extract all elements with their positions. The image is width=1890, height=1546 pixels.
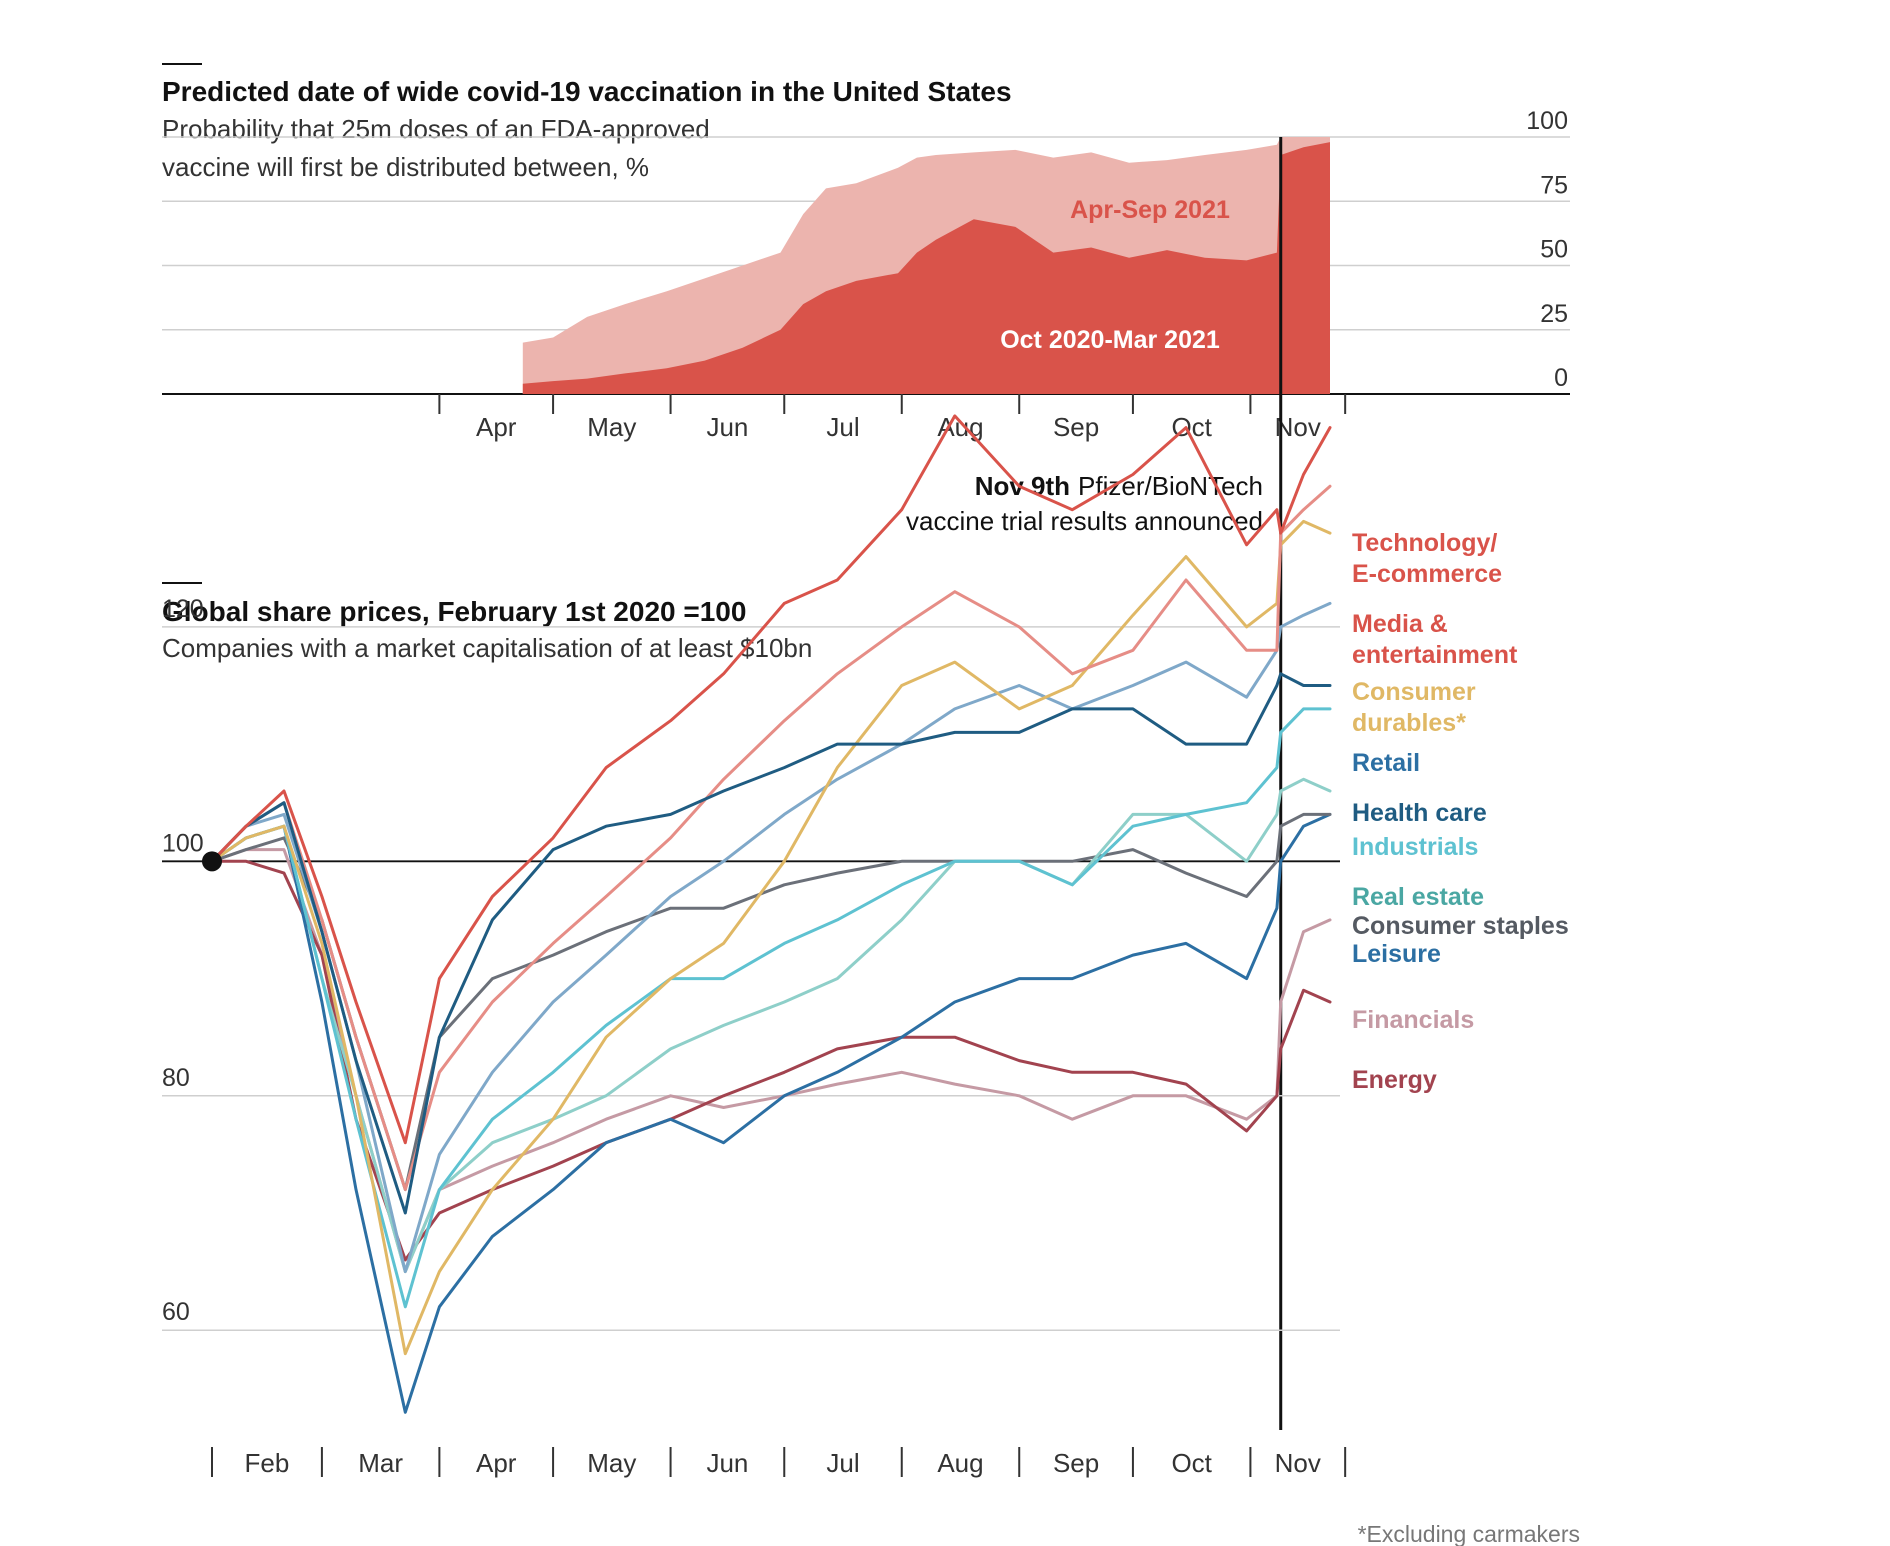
bottom-y-tick-label: 120 bbox=[162, 595, 204, 623]
bottom-month-label: Jul bbox=[826, 1448, 859, 1478]
legend-label: Consumer bbox=[1352, 678, 1476, 706]
legend-label: Leisure bbox=[1352, 940, 1441, 968]
bottom-y-tick-label: 80 bbox=[162, 1064, 190, 1092]
bottom-gridlines bbox=[162, 626, 1340, 1331]
annotation-line-1: Nov 9th Pfizer/BioNTech bbox=[975, 471, 1263, 501]
area-oct-2020-mar-2021 bbox=[522, 142, 1330, 394]
series-line-retail bbox=[210, 601, 1332, 1274]
series-line-media-entertainment bbox=[210, 484, 1332, 1192]
legend-label: Technology/ bbox=[1352, 529, 1497, 557]
top-y-axis: 0 25 50 75 100 bbox=[1526, 107, 1568, 392]
top-month-label: Jun bbox=[706, 412, 748, 442]
top-y-tick-label: 100 bbox=[1526, 107, 1568, 135]
top-month-label: Apr bbox=[476, 412, 517, 442]
annotation-company: Pfizer/BioNTech bbox=[1078, 471, 1263, 501]
bottom-month-label: May bbox=[587, 1448, 636, 1478]
top-month-label: Aug bbox=[937, 412, 983, 442]
top-chart-subtitle-line-1: Probability that 25m doses of an FDA-app… bbox=[162, 114, 710, 144]
legend-label: durables* bbox=[1352, 709, 1466, 737]
legend-label: Industrials bbox=[1352, 833, 1478, 861]
annotation-line-2: vaccine trial results announced bbox=[906, 506, 1263, 536]
top-areas bbox=[522, 137, 1330, 394]
top-chart-title: Predicted date of wide covid-19 vaccinat… bbox=[162, 76, 1012, 107]
top-y-tick-label: 25 bbox=[1540, 300, 1568, 328]
series-line-health-care bbox=[210, 672, 1332, 1215]
bottom-chart-title: Global share prices, February 1st 2020 =… bbox=[162, 596, 746, 627]
bottom-chart-subtitle: Companies with a market capitalisation o… bbox=[162, 633, 812, 663]
bottom-month-label: Jun bbox=[706, 1448, 748, 1478]
footnote: *Excluding carmakers bbox=[1358, 1521, 1580, 1546]
top-x-axis: Apr May Jun Jul Aug Sep Oct Nov bbox=[438, 394, 1347, 442]
legend-label: entertainment bbox=[1352, 641, 1518, 669]
top-y-tick-label: 0 bbox=[1554, 364, 1568, 392]
vaccination-chart: Predicted date of wide covid-19 vaccinat… bbox=[162, 63, 1570, 442]
bottom-month-label: Aug bbox=[937, 1448, 983, 1478]
top-month-label: Jul bbox=[826, 412, 859, 442]
legend-label: Media & bbox=[1352, 610, 1448, 638]
legend-label: Consumer staples bbox=[1352, 912, 1569, 940]
bottom-y-tick-label: 100 bbox=[162, 829, 204, 857]
bottom-month-label: Nov bbox=[1275, 1448, 1321, 1478]
top-month-label: Sep bbox=[1053, 412, 1099, 442]
series-line-energy bbox=[210, 859, 1332, 1262]
top-month-label: May bbox=[587, 412, 636, 442]
top-y-tick-label: 50 bbox=[1540, 236, 1568, 264]
series-line-real-estate bbox=[210, 777, 1332, 1274]
top-month-label: Nov bbox=[1275, 412, 1321, 442]
series-line-consumer-durables bbox=[210, 519, 1332, 1356]
bottom-month-label: Sep bbox=[1053, 1448, 1099, 1478]
bottom-month-label: Oct bbox=[1171, 1448, 1212, 1478]
share-price-chart: Global share prices, February 1st 2020 =… bbox=[162, 414, 1569, 1478]
legend-label: Financials bbox=[1352, 1006, 1474, 1034]
series-lines bbox=[210, 414, 1332, 1414]
top-y-tick-label: 75 bbox=[1540, 171, 1568, 199]
series-line-leisure bbox=[210, 812, 1332, 1414]
base-point-marker bbox=[202, 851, 222, 872]
bottom-month-label: Apr bbox=[476, 1448, 517, 1478]
series-line-technology-e-commerce bbox=[210, 414, 1332, 1145]
bottom-x-axis: Feb Mar Apr May Jun Jul Aug Sep Oct Nov bbox=[211, 1447, 1347, 1478]
bottom-month-label: Mar bbox=[358, 1448, 403, 1478]
legend-label: Energy bbox=[1352, 1066, 1437, 1094]
legend-label: Retail bbox=[1352, 749, 1420, 777]
legend-label: E-commerce bbox=[1352, 560, 1502, 588]
vaccine-annotation: Nov 9th Pfizer/BioNTech vaccine trial res… bbox=[906, 137, 1283, 1430]
bottom-y-tick-label: 60 bbox=[162, 1298, 190, 1326]
series-legend: Technology/E-commerce Media & entertainmen… bbox=[1352, 529, 1569, 1094]
band-label-oct-2020-mar-2021: Oct 2020-Mar 2021 bbox=[1000, 326, 1220, 354]
legend-label: Health care bbox=[1352, 799, 1487, 827]
band-label-apr-sep-2021: Apr-Sep 2021 bbox=[1070, 196, 1230, 224]
bottom-month-label: Feb bbox=[245, 1448, 290, 1478]
legend-label: Real estate bbox=[1352, 883, 1484, 911]
bottom-y-axis: 60 80 100 120 bbox=[162, 595, 204, 1326]
series-line-industrials bbox=[210, 707, 1332, 1309]
top-chart-subtitle-line-2: vaccine will first be distributed betwee… bbox=[162, 152, 649, 182]
